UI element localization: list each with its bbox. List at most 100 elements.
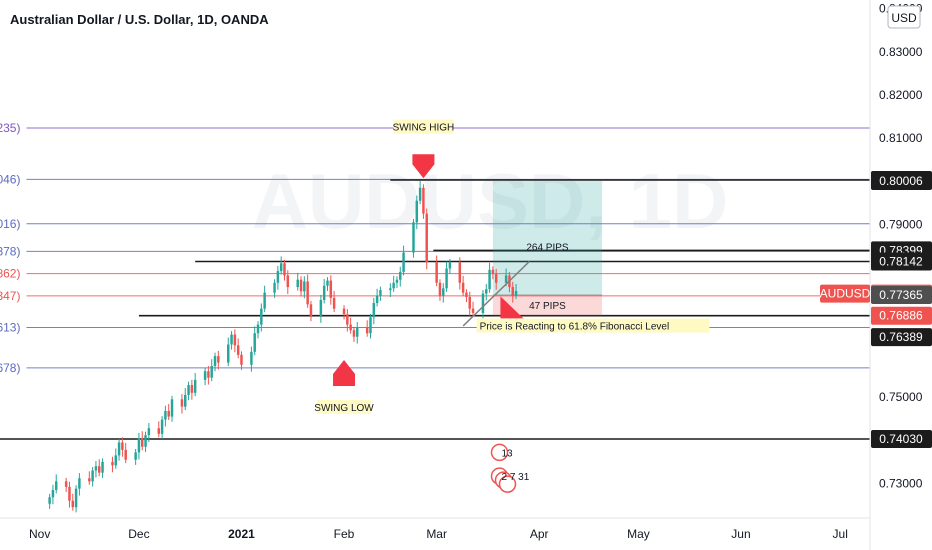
candle-body	[68, 486, 71, 501]
candle-body	[203, 371, 207, 380]
candle-body	[491, 269, 495, 275]
candle-body	[389, 288, 392, 291]
event-markers[interactable]: 13 2 7 31	[490, 443, 530, 493]
event-flag-icon	[498, 475, 517, 493]
candle-body	[422, 187, 425, 214]
candle-body	[74, 488, 78, 508]
candle-body	[187, 385, 190, 395]
candle-body	[190, 385, 194, 393]
annotation-background	[393, 119, 454, 134]
candle-body	[468, 296, 471, 309]
candle-body	[217, 356, 220, 363]
price-label-background	[871, 172, 932, 191]
candle-body	[141, 438, 144, 447]
annotation-arrow	[333, 360, 356, 387]
stop-zone	[492, 295, 603, 316]
target-pips-label: 264 PIPS	[526, 242, 569, 253]
candlesticks	[48, 180, 518, 513]
symbol-tag-background	[820, 284, 870, 303]
candle-body	[319, 300, 323, 316]
candle-body	[296, 279, 299, 288]
time-tick-label: Feb	[334, 527, 355, 541]
price-label-background	[871, 286, 932, 305]
candle-body	[167, 410, 170, 417]
candle-body	[471, 308, 475, 313]
time-tick-label: Jul	[833, 527, 848, 541]
candle-body	[485, 289, 488, 294]
price-label-background	[871, 328, 932, 347]
candle-body	[91, 470, 94, 482]
candle-body	[256, 324, 260, 334]
currency-button[interactable]: USD	[887, 5, 921, 29]
candle-body	[402, 252, 405, 272]
price-axis-labels: 0.800300.800060.783990.781420.773970.773…	[820, 171, 932, 449]
event-marker-label: 2 7 31	[502, 472, 530, 483]
candle-body	[372, 303, 376, 318]
annotation-label: SWING HIGH	[393, 123, 455, 134]
candle-body	[322, 285, 326, 301]
price-tick-label: 0.73000	[879, 476, 923, 490]
price-label-text: 0.76389	[879, 330, 923, 344]
fibonacci-retracement[interactable]: -0.272(0.81235) 0(0.80046) 0.236(0.79016) 0…	[0, 121, 870, 375]
fib-level-label: 0.236(0.79016)	[0, 217, 20, 231]
candle-body	[435, 262, 438, 283]
candle-body	[134, 452, 137, 460]
annotation-arrow	[500, 296, 524, 319]
price-label-background	[871, 306, 932, 325]
candle-body	[299, 279, 303, 292]
candle-body	[97, 466, 101, 473]
candle-body	[283, 263, 286, 276]
fib-level-label: 0.382(0.78378)	[0, 244, 20, 258]
candle-body	[54, 481, 58, 490]
candle-body	[137, 438, 141, 453]
candle-body	[236, 345, 240, 355]
price-axis[interactable]: 0.840000.830000.820000.810000.790000.750…	[879, 2, 923, 491]
candle-body	[121, 442, 124, 450]
price-label-text: 0.78142	[879, 255, 923, 269]
candle-body	[233, 334, 237, 346]
candle-body	[51, 489, 55, 498]
time-tick-label: Mar	[426, 527, 447, 541]
candle-body	[379, 290, 382, 296]
time-axis[interactable]: Nov Dec 2021 Feb Mar Apr May Jun Jul	[29, 527, 848, 541]
candle-body	[276, 271, 280, 283]
candle-body	[114, 455, 118, 466]
candle-body	[369, 317, 372, 334]
candle-body	[445, 268, 448, 289]
candle-body	[356, 327, 359, 337]
annotations[interactable]: SWING HIGH SWING LOW Price is Reacting to …	[314, 119, 710, 414]
price-tick-label: 0.83000	[879, 45, 923, 59]
time-tick-label: May	[627, 527, 650, 541]
candle-body	[213, 356, 217, 367]
stop-pips-label: 47 PIPS	[529, 301, 566, 312]
fib-level-label: 0(0.80046)	[0, 172, 20, 186]
candle-body	[144, 435, 147, 447]
fib-level-label: 0.5(0.77862)	[0, 267, 20, 281]
trendline[interactable]	[462, 261, 530, 327]
time-tick-label: Nov	[29, 527, 50, 541]
candle-body	[230, 334, 233, 345]
price-label-background	[871, 252, 932, 271]
candle-body	[180, 399, 184, 407]
candle-body	[326, 280, 329, 286]
candle-body	[395, 279, 399, 283]
candle-body	[352, 330, 356, 337]
price-tick-label: 0.82000	[879, 88, 923, 102]
candle-body	[160, 419, 164, 434]
candle-body	[101, 461, 104, 473]
candle-body	[415, 200, 419, 223]
long-position-tool[interactable]: 264 PIPS 47 PIPS	[492, 181, 603, 316]
candle-body	[438, 282, 442, 296]
candle-body	[458, 262, 462, 283]
price-label-text: 0.80006	[879, 174, 923, 188]
time-tick-label: Dec	[128, 527, 149, 541]
candle-body	[425, 213, 428, 263]
candle-body	[346, 314, 349, 325]
candle-body	[253, 333, 256, 352]
annotation-label: SWING LOW	[314, 403, 374, 414]
candle-body	[418, 187, 422, 201]
candle-body	[147, 428, 151, 436]
candle-body	[504, 275, 508, 283]
